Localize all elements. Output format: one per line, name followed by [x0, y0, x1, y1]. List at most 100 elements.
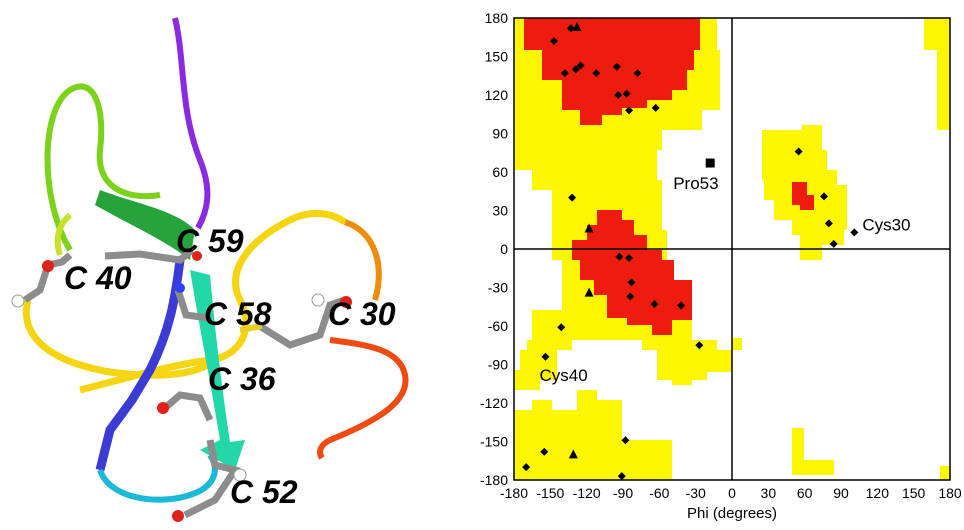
ramachandran-plot: -180 -150 -120 -90 -60 -30 0 30 60 90 120 150 180 -1…: [480, 10, 962, 522]
x-tick-label: 120: [866, 485, 890, 501]
residue-label-c52: C 52: [230, 474, 298, 510]
ribbon-coil-green: [44, 83, 161, 252]
region-layer: [514, 18, 950, 480]
data-point-circle: [522, 463, 531, 472]
y-tick-label: -180: [480, 472, 508, 488]
region-core-alphaL: [792, 182, 814, 210]
point-annotation: Cys30: [862, 215, 910, 234]
point-annotation: Pro53: [673, 174, 718, 193]
data-point-circle: [650, 300, 659, 309]
atom-o: [192, 251, 202, 261]
y-tick-label: 90: [492, 126, 508, 142]
data-point-triangle: [568, 449, 578, 459]
residue-label-c36: C 36: [208, 361, 276, 397]
x-tick-label: 180: [938, 485, 962, 501]
data-point-circle: [829, 239, 838, 248]
x-tick-label: -60: [649, 485, 669, 501]
region-core-alphaR: [572, 210, 692, 335]
y-tick-label: -60: [488, 318, 508, 334]
ribbon-sheet-green: [95, 190, 195, 260]
residue-label-c58: C 58: [204, 296, 272, 332]
data-point-circle: [576, 61, 585, 70]
protein-structure-panel: C 40 C 59 C 58 C 30 C 36 C 52: [0, 0, 470, 525]
x-tick-label: -150: [536, 485, 564, 501]
data-point-circle: [621, 436, 630, 445]
ribbon-coil-red: [317, 337, 409, 460]
x-tick-label: -90: [613, 485, 633, 501]
data-point-circle: [651, 103, 660, 112]
residue-label-c30: C 30: [328, 296, 396, 332]
data-point-triangle: [584, 223, 594, 233]
annotations: Pro53 Cys30 Cys40: [539, 174, 910, 385]
data-point-circle: [566, 24, 575, 33]
data-point-circle: [615, 252, 624, 261]
region-allowed-bottom: [514, 390, 672, 480]
y-tick-label: -120: [480, 395, 508, 411]
x-tick-labels: -180 -150 -120 -90 -60 -30 0 30 60 90 120 150 180: [500, 485, 962, 501]
residue-stick-52: [183, 439, 241, 519]
x-axis-label: Phi (degrees): [687, 505, 777, 522]
x-tick-label: -180: [500, 485, 528, 501]
data-point-circle: [633, 69, 642, 78]
residue-label-c40: C 40: [64, 260, 132, 296]
residue-stick-36: [162, 391, 214, 422]
x-tick-label: -30: [686, 485, 706, 501]
ribbon-coil-cyan: [97, 453, 218, 503]
data-point-circle: [820, 192, 829, 201]
residue-stick-59: [104, 247, 195, 264]
ramachandran-plot-panel: -180 -150 -120 -90 -60 -30 0 30 60 90 120 150 180 -1…: [462, 0, 964, 525]
data-point-circle: [622, 89, 631, 98]
y-tick-label: 180: [485, 10, 509, 26]
ribbon-coil-yellowgreen: [54, 212, 73, 256]
data-point-circle: [695, 341, 704, 350]
ribbon-coil-yellow-2: [79, 210, 347, 394]
data-point-circle: [627, 278, 636, 287]
data-point-circle: [571, 65, 580, 74]
y-tick-label: -30: [488, 280, 508, 296]
atom-h: [11, 294, 25, 308]
region-allowed-right-top: [924, 18, 950, 130]
y-tick-labels: -180 -150 -120 -90 -60 -30 0 30 60 90 120 150 180: [480, 10, 508, 488]
data-point-circle: [541, 352, 550, 361]
disulfide-bond: [239, 323, 263, 333]
atom-h: [311, 293, 325, 307]
x-tick-label: 0: [728, 485, 736, 501]
data-point-circle: [560, 69, 569, 78]
ribbon-coil-purple: [172, 17, 211, 230]
atom-h: [233, 468, 247, 482]
data-point-circle: [557, 323, 566, 332]
ribbon-coil-orange: [343, 219, 382, 301]
data-point-circle: [617, 472, 626, 481]
data-point-triangle: [584, 287, 594, 297]
data-point-circle: [824, 219, 833, 228]
ribbon-sheet-blue: [95, 259, 185, 472]
data-point-circle: [625, 106, 634, 115]
region-core-beta: [524, 18, 700, 125]
data-point-circle: [568, 193, 577, 202]
ribbon-coil-yellow-1: [22, 299, 218, 379]
data-point-square: [705, 158, 715, 168]
data-point-circle: [794, 147, 803, 156]
y-tick-label: 120: [485, 87, 509, 103]
data-point-circle: [626, 292, 635, 301]
data-point-circle: [625, 253, 634, 262]
region-allowed-right-bottom: [940, 466, 950, 480]
point-annotation: Cys40: [539, 366, 587, 385]
region-allowed-lower-right: [792, 428, 834, 475]
atom-o: [172, 510, 184, 522]
data-point-circle: [540, 447, 549, 456]
residue-label-c59: C 59: [176, 223, 244, 259]
x-tick-label: 90: [833, 485, 849, 501]
atom-n: [175, 283, 185, 293]
residue-stick-58: [174, 288, 209, 322]
y-tick-label: -150: [480, 434, 508, 450]
y-tick-label: 60: [492, 164, 508, 180]
x-tick-label: 30: [761, 485, 777, 501]
y-tick-label: 30: [492, 203, 508, 219]
y-tick-label: 150: [485, 49, 509, 65]
residue-stick-30: [256, 296, 347, 349]
y-tick-label: 0: [500, 241, 508, 257]
data-point-triangle: [572, 21, 582, 31]
data-point-circle: [850, 228, 859, 237]
data-points: [522, 21, 859, 481]
